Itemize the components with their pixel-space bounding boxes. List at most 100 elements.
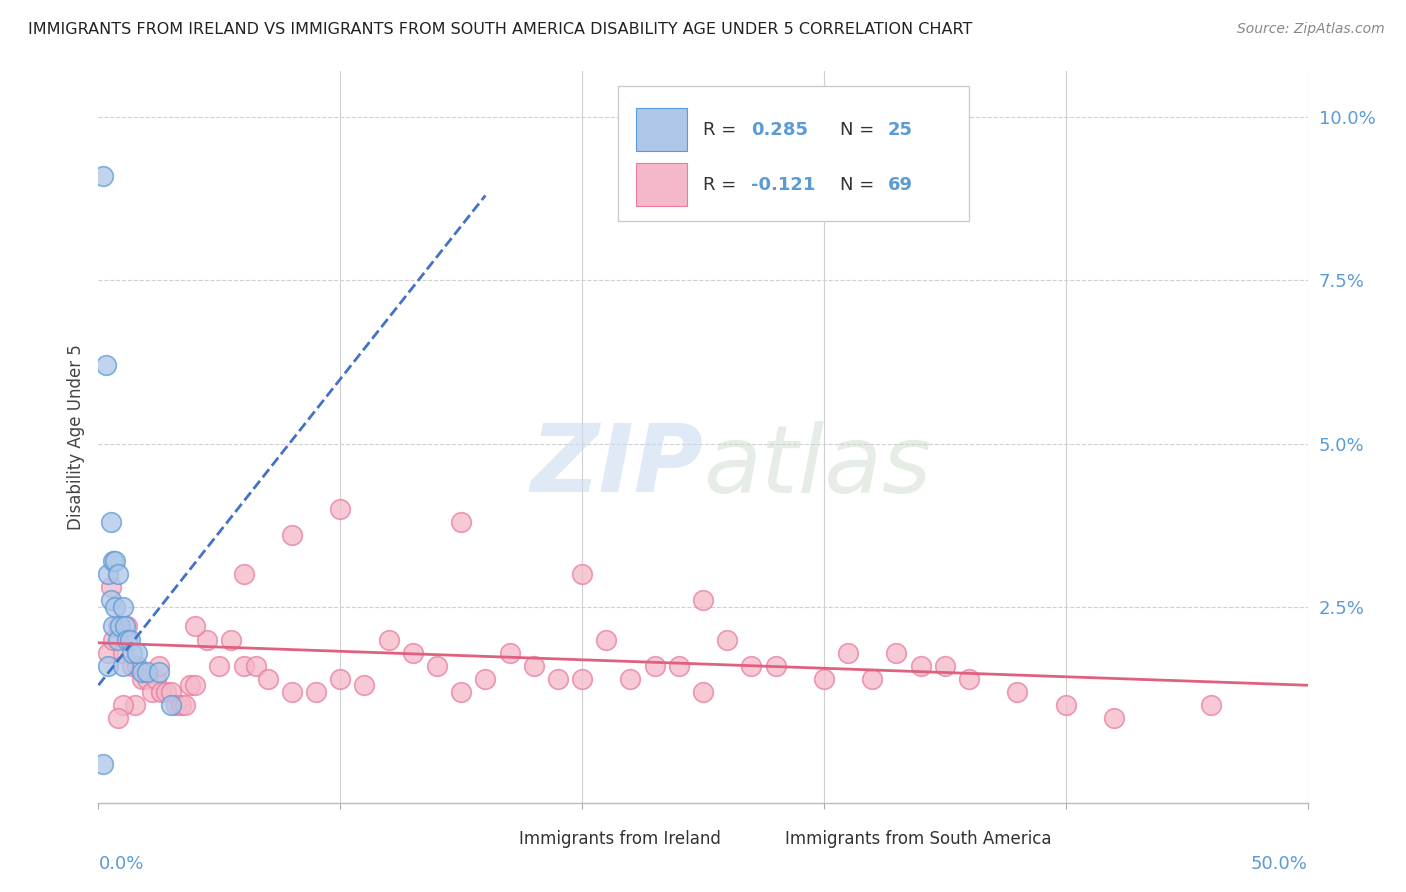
- Point: [245, 658, 267, 673]
- Point: [169, 698, 191, 712]
- Point: [256, 672, 278, 686]
- Point: [1199, 698, 1222, 712]
- Point: [148, 658, 170, 673]
- Text: R =: R =: [703, 121, 742, 139]
- Point: [208, 658, 231, 673]
- Point: [619, 672, 641, 686]
- Point: [101, 554, 124, 568]
- Point: [1054, 698, 1077, 712]
- Point: [232, 658, 254, 673]
- Point: [1007, 685, 1029, 699]
- Point: [450, 685, 472, 699]
- Text: Immigrants from Ireland: Immigrants from Ireland: [519, 830, 721, 848]
- Point: [131, 665, 153, 680]
- Point: [450, 515, 472, 529]
- Point: [135, 672, 157, 686]
- Text: N =: N =: [839, 121, 880, 139]
- Point: [104, 554, 127, 568]
- Point: [221, 632, 243, 647]
- Point: [498, 646, 520, 660]
- Point: [402, 646, 425, 660]
- Point: [184, 678, 207, 692]
- Point: [145, 672, 167, 686]
- Point: [94, 358, 117, 372]
- FancyBboxPatch shape: [477, 833, 512, 858]
- Point: [957, 672, 980, 686]
- Point: [148, 665, 170, 680]
- Text: ZIP: ZIP: [530, 420, 703, 512]
- Point: [150, 685, 173, 699]
- Point: [111, 698, 134, 712]
- Point: [305, 685, 328, 699]
- FancyBboxPatch shape: [637, 163, 688, 206]
- Point: [474, 672, 496, 686]
- Point: [232, 567, 254, 582]
- Point: [107, 711, 129, 725]
- Point: [155, 685, 177, 699]
- Text: 69: 69: [889, 176, 912, 194]
- Point: [179, 678, 201, 692]
- Point: [160, 685, 183, 699]
- Point: [97, 567, 120, 582]
- Point: [740, 658, 762, 673]
- Point: [101, 632, 124, 647]
- Point: [114, 619, 136, 633]
- Point: [100, 580, 122, 594]
- Text: Immigrants from South America: Immigrants from South America: [785, 830, 1052, 848]
- Point: [281, 528, 304, 542]
- Point: [1102, 711, 1125, 725]
- Point: [934, 658, 956, 673]
- Point: [184, 619, 207, 633]
- Point: [100, 515, 122, 529]
- Point: [837, 646, 859, 660]
- Point: [377, 632, 399, 647]
- Text: 0.285: 0.285: [751, 121, 808, 139]
- Point: [571, 567, 593, 582]
- Point: [571, 672, 593, 686]
- Text: 50.0%: 50.0%: [1251, 855, 1308, 873]
- Point: [117, 632, 139, 647]
- Point: [174, 698, 197, 712]
- Point: [886, 646, 908, 660]
- Point: [107, 632, 129, 647]
- Point: [860, 672, 883, 686]
- Text: -0.121: -0.121: [751, 176, 815, 194]
- Point: [97, 658, 120, 673]
- Point: [104, 599, 127, 614]
- Point: [595, 632, 617, 647]
- Point: [141, 685, 163, 699]
- Point: [135, 665, 157, 680]
- Point: [523, 658, 546, 673]
- Point: [813, 672, 835, 686]
- Point: [127, 658, 149, 673]
- Point: [107, 619, 129, 633]
- Point: [91, 169, 114, 183]
- Point: [121, 646, 143, 660]
- Point: [91, 756, 114, 771]
- Text: Source: ZipAtlas.com: Source: ZipAtlas.com: [1237, 22, 1385, 37]
- Text: N =: N =: [839, 176, 880, 194]
- Point: [101, 619, 124, 633]
- Point: [107, 567, 129, 582]
- Point: [668, 658, 690, 673]
- Point: [117, 619, 139, 633]
- FancyBboxPatch shape: [637, 108, 688, 152]
- Point: [160, 698, 183, 712]
- Point: [131, 672, 153, 686]
- Point: [111, 646, 134, 660]
- Point: [111, 599, 134, 614]
- Point: [195, 632, 218, 647]
- Point: [121, 658, 143, 673]
- Point: [100, 593, 122, 607]
- Text: 25: 25: [889, 121, 912, 139]
- Point: [124, 698, 146, 712]
- Text: 0.0%: 0.0%: [98, 855, 143, 873]
- Point: [97, 646, 120, 660]
- Point: [692, 593, 714, 607]
- Text: atlas: atlas: [703, 421, 931, 512]
- Point: [329, 672, 352, 686]
- Point: [644, 658, 666, 673]
- Point: [127, 646, 149, 660]
- FancyBboxPatch shape: [742, 833, 778, 858]
- Text: IMMIGRANTS FROM IRELAND VS IMMIGRANTS FROM SOUTH AMERICA DISABILITY AGE UNDER 5 : IMMIGRANTS FROM IRELAND VS IMMIGRANTS FR…: [28, 22, 973, 37]
